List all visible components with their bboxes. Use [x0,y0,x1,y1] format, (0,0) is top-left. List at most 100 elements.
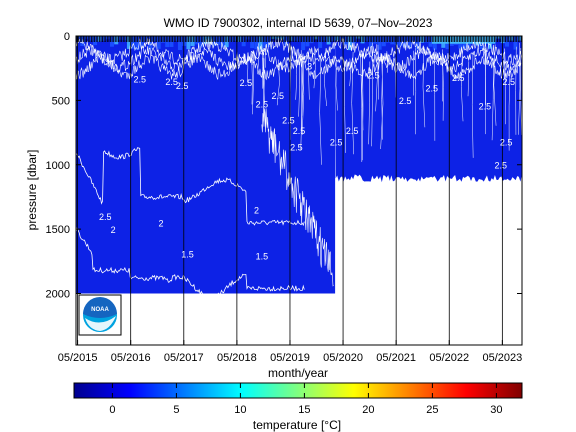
contour-line [518,42,521,135]
warm-patch [118,36,123,40]
x-tick-label: 05/2021 [376,352,416,364]
x-tick-label: 05/2023 [482,352,522,364]
contour-line [508,61,511,151]
contour-label: 2 [254,206,259,216]
contour-line [371,42,374,147]
warm-patch [207,36,212,44]
contour-line [491,58,494,141]
contour-label: 2.5 [256,99,269,109]
colorbar-tick-label: 0 [109,404,115,416]
contour-label: 2.5 [500,137,513,147]
contour-line [467,61,470,97]
heatmap-region-deep [76,36,336,294]
contour-label: 2.5 [165,77,178,87]
warm-patch [80,36,85,46]
contour-line [324,60,327,107]
contour-line [257,43,260,75]
contour-line [295,49,298,100]
contour-line [276,59,280,106]
contour-label: 2.5 [293,126,306,136]
contour-line [301,53,305,135]
warm-patch [194,36,199,45]
warm-patch [347,36,352,51]
surface-markers [76,36,522,42]
colorbar-tick-label: 15 [298,404,310,416]
contour-line [335,60,338,111]
warm-patch [407,36,412,49]
warm-patch [356,36,361,39]
contour-label: 1.5 [256,251,269,261]
contour-label: 2.5 [502,77,515,87]
contour-label: 2 [158,219,163,229]
y-axis-label: pressure [dbar] [25,150,39,231]
contour-label: 2.5 [495,161,508,171]
contour-label: 2.5 [367,70,380,80]
contour-line [351,51,354,155]
warm-patch [186,36,191,50]
colorbar-tick-label: 25 [426,404,438,416]
warm-patch [165,36,170,48]
warm-patch [220,36,225,48]
heatmap-fill [76,36,522,294]
warm-patch [258,36,263,50]
contour-label: 2.5 [272,91,285,101]
contour-line [515,46,517,135]
contour-label: 2.5 [425,83,438,93]
warm-patch [360,36,365,44]
colorbar-label: temperature [°C] [253,418,341,432]
contour-line [362,55,364,161]
warm-patch [105,36,110,40]
warm-patch [135,36,140,51]
warm-patch [114,36,119,45]
warm-patch [169,36,174,47]
warm-patch [369,36,374,48]
contour-label: 2.5 [330,137,343,147]
warm-patch [373,36,378,44]
contour-line [344,60,346,153]
colorbar-ticks: 0 5 10 15 20 25 30 [109,383,503,416]
warm-patch [139,36,144,48]
warm-patch [415,36,420,50]
contour-line [422,47,426,128]
warm-patch [156,36,161,49]
warm-patch [296,36,301,42]
contour-line [493,44,497,126]
x-tick-label: 05/2016 [111,352,151,364]
contour-line [319,59,322,165]
warm-patch [420,36,425,43]
warm-patch [92,36,97,46]
contour-line [76,37,522,66]
contour-line [308,54,310,100]
contour-line [349,58,352,87]
plot-frame [75,35,523,346]
colorbar-tick-label: 10 [234,404,246,416]
contour-label: 2.5 [240,78,253,88]
warm-patch [309,36,314,44]
x-tick-label: 05/2015 [58,352,98,364]
warm-patch [177,36,182,50]
warm-patch [126,36,131,49]
contour-line [300,50,303,151]
x-axis-label: month/year [268,366,328,380]
warm-patch [101,36,106,41]
contour-line [76,147,305,227]
x-tick-label: 05/2022 [429,352,469,364]
contour-line [301,54,303,133]
colorbar-tick-label: 30 [490,404,502,416]
warm-patch [509,36,514,41]
x-tick-label: 05/2020 [323,352,363,364]
contour-label: 1.5 [181,249,194,259]
contour-line [251,53,253,105]
contour-line [377,44,379,100]
warm-patch [377,36,382,50]
contour-line [261,44,263,89]
noaa-logo-text: NOAA [91,307,109,313]
warm-patch [411,36,416,44]
contour-label: 2.5 [346,126,359,136]
x-tick-label: 05/2017 [164,352,204,364]
warm-patch [522,36,526,46]
warm-patch [182,36,187,46]
contour-label: 2.5 [133,74,146,84]
contour-label: 2.5 [399,96,412,106]
